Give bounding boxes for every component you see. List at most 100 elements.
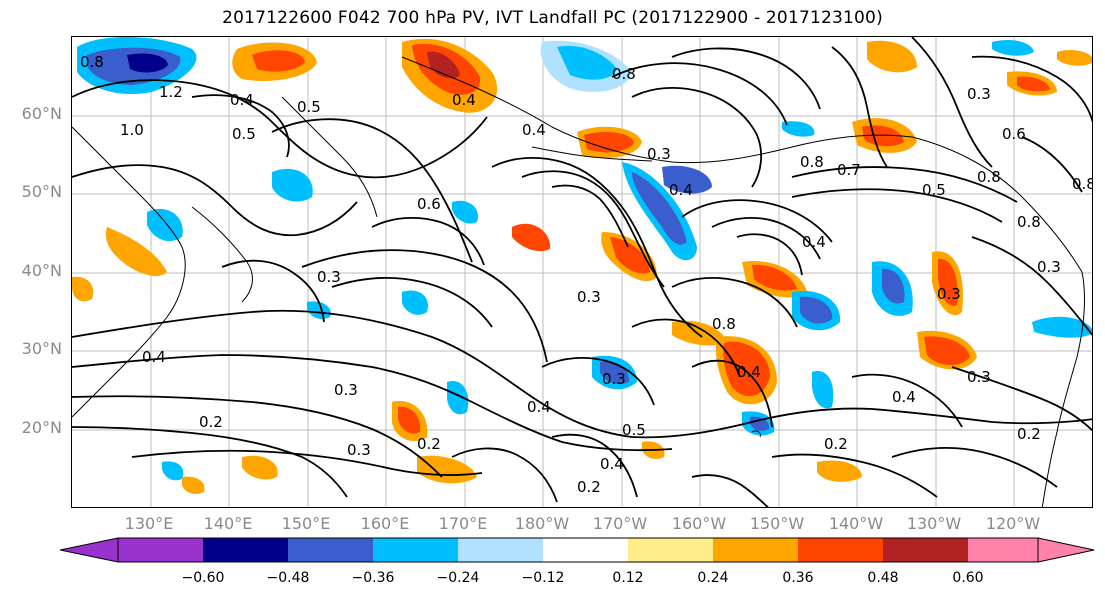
patch-orange-20 [672, 320, 727, 346]
contour-label: 0.4 [802, 233, 826, 251]
patch-orange-16 [1057, 50, 1092, 66]
contour-label: 0.3 [647, 145, 671, 163]
contour-label: 0.2 [417, 435, 441, 453]
contour-label: 0.4 [669, 181, 693, 199]
colorbar-bin [288, 538, 373, 562]
coast-alaska [401, 56, 1083, 273]
patch-blue-37 [452, 200, 478, 224]
colorbar-tick: −0.24 [436, 570, 480, 586]
lon-label-160e: 160°E [360, 514, 410, 533]
patch-blue-10 [147, 208, 183, 242]
contour-label: 0.4 [230, 91, 254, 109]
patch-red-18 [752, 264, 797, 291]
colorbar-tick: 0.36 [782, 570, 814, 586]
contour-label: 1.0 [120, 121, 144, 139]
patch-blue-3 [557, 45, 617, 80]
colorbar-extend-left [60, 537, 119, 563]
lat-label-20n: 20°N [21, 418, 62, 437]
coast-japan [191, 206, 253, 303]
patch-darkred-2 [427, 51, 460, 79]
colorbar-frame [117, 537, 1039, 563]
colorbar-bin [883, 538, 968, 562]
contour-label: 0.3 [967, 368, 991, 386]
contour-label: 0.2 [1017, 425, 1041, 443]
contour-label: 0.4 [522, 121, 546, 139]
coast-na-west [1041, 271, 1085, 507]
contour-label: 1.2 [159, 83, 183, 101]
patch-orange-39 [182, 476, 205, 495]
colorbar-bin [203, 538, 288, 562]
patch-lightblue-13 [782, 121, 815, 137]
patch-red-19 [723, 341, 770, 397]
colorbar-tick: 0.60 [952, 570, 984, 586]
lon-label-180w: 180°W [514, 514, 570, 533]
patch-red-27 [398, 406, 421, 434]
contour-label: 0.5 [297, 98, 321, 116]
contour-label: 0.8 [1072, 175, 1093, 193]
patch-orange-31 [817, 460, 862, 482]
patch-royal-30 [750, 416, 770, 431]
contour-label: 0.4 [892, 388, 916, 406]
lon-label-120w: 120°W [985, 514, 1041, 533]
lon-label-130e: 130°E [124, 514, 174, 533]
patch-red-1 [252, 50, 305, 72]
patch-blue-6 [662, 165, 712, 194]
patch-royal-21 [800, 296, 833, 324]
contour-label: 0.4 [737, 363, 761, 381]
contour-label: 0.8 [80, 53, 104, 71]
contour-label: 0.5 [922, 181, 946, 199]
contour-label: 0.3 [602, 370, 626, 388]
contour-label: 0.4 [527, 398, 551, 416]
contour-label: 0.2 [577, 478, 601, 496]
patch-red-24 [924, 336, 970, 366]
contour-label: 0.8 [612, 65, 636, 83]
colorbar-bin [458, 538, 543, 562]
contour-label: 0.3 [577, 288, 601, 306]
lat-label-40n: 40°N [21, 261, 62, 280]
contour-label: 0.4 [142, 348, 166, 366]
map-title: 2017122600 F042 700 hPa PV, IVT Landfall… [222, 8, 883, 28]
patch-blue-9 [272, 168, 313, 202]
patch-red-23 [938, 258, 958, 306]
colorbar [60, 537, 1095, 563]
lat-label-50n: 50°N [21, 182, 62, 201]
coast-aleutians [531, 146, 653, 162]
colorbar-tick: −0.60 [181, 570, 225, 586]
patch-red-4 [584, 131, 634, 153]
patch-orange-40 [242, 455, 278, 480]
contour-label: 0.6 [417, 195, 441, 213]
colorbar-bin [118, 538, 203, 562]
colorbar-bin [628, 538, 713, 562]
lon-label-140w: 140°W [828, 514, 884, 533]
lon-label-150w: 150°W [749, 514, 805, 533]
pv-shading [72, 37, 1092, 495]
patch-blue-35 [307, 301, 331, 320]
patch-royal-5 [632, 172, 687, 245]
colorbar-bin [543, 538, 628, 562]
pv-contours [72, 37, 1092, 507]
contour-label: 0.5 [622, 421, 646, 439]
colorbar-bin [373, 538, 458, 562]
contour-label: 0.2 [824, 435, 848, 453]
map-canvas: 0.8 1.2 1.0 0.4 0.5 0.4 0.8 0.4 0.3 0.3 … [72, 37, 1093, 507]
colorbar-tick: 0.12 [612, 570, 644, 586]
lon-label-170w: 170°W [592, 514, 648, 533]
lat-label-60n: 60°N [21, 104, 62, 123]
contour-label: 0.8 [977, 168, 1001, 186]
contour-labels: 0.8 1.2 1.0 0.4 0.5 0.4 0.8 0.4 0.3 0.3 … [80, 53, 1093, 496]
colorbar-tick: −0.12 [521, 570, 565, 586]
contour-label: 0.8 [1017, 213, 1041, 231]
contour-label: 0.3 [1037, 258, 1061, 276]
colorbar-extend-right [1037, 537, 1095, 563]
contour-label: 0.6 [1002, 125, 1026, 143]
patch-red-7 [610, 237, 650, 274]
lon-label-150e: 150°E [281, 514, 331, 533]
patch-blue-34 [402, 290, 428, 315]
coast-kamchatka [281, 96, 378, 218]
patch-orange-14 [867, 40, 917, 73]
colorbar-bin [798, 538, 883, 562]
contour-label: 0.8 [712, 315, 736, 333]
patch-blue-17 [992, 40, 1034, 56]
colorbar-tick: 0.24 [697, 570, 729, 586]
contour-label: 0.3 [317, 268, 341, 286]
